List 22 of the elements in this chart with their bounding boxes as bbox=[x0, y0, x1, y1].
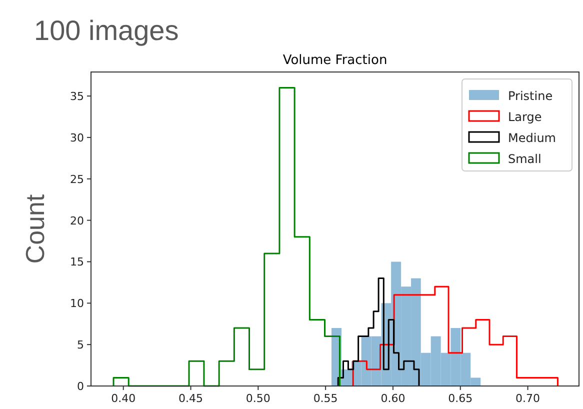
x-tick-label: 0.65 bbox=[448, 392, 473, 405]
y-tick-label: 20 bbox=[70, 214, 84, 228]
legend-label: Medium bbox=[508, 131, 556, 145]
y-tick-label: 10 bbox=[70, 297, 84, 310]
x-tick-label: 0.40 bbox=[111, 392, 136, 405]
legend-label: Large bbox=[508, 110, 542, 124]
y-tick-label: 30 bbox=[70, 131, 84, 144]
y-tick-label: 35 bbox=[70, 90, 84, 104]
y-tick-label: 0 bbox=[77, 380, 84, 393]
x-tick-label: 0.70 bbox=[516, 392, 540, 405]
x-tick-label: 0.55 bbox=[313, 392, 338, 405]
y-tick-label: 5 bbox=[77, 338, 84, 352]
y-tick-label: 25 bbox=[70, 172, 84, 186]
chart-title: 100 images bbox=[34, 15, 179, 46]
x-tick-label: 0.50 bbox=[246, 392, 270, 405]
x-tick-label: 0.45 bbox=[178, 392, 204, 405]
x-tick-label: 0.60 bbox=[380, 392, 406, 405]
legend-label: Pristine bbox=[508, 89, 553, 103]
y-axis-title: Count bbox=[20, 194, 50, 264]
legend-label: Small bbox=[508, 152, 542, 166]
y-tick-label: 15 bbox=[70, 256, 84, 269]
chart-subtitle: Volume Fraction bbox=[282, 53, 388, 68]
